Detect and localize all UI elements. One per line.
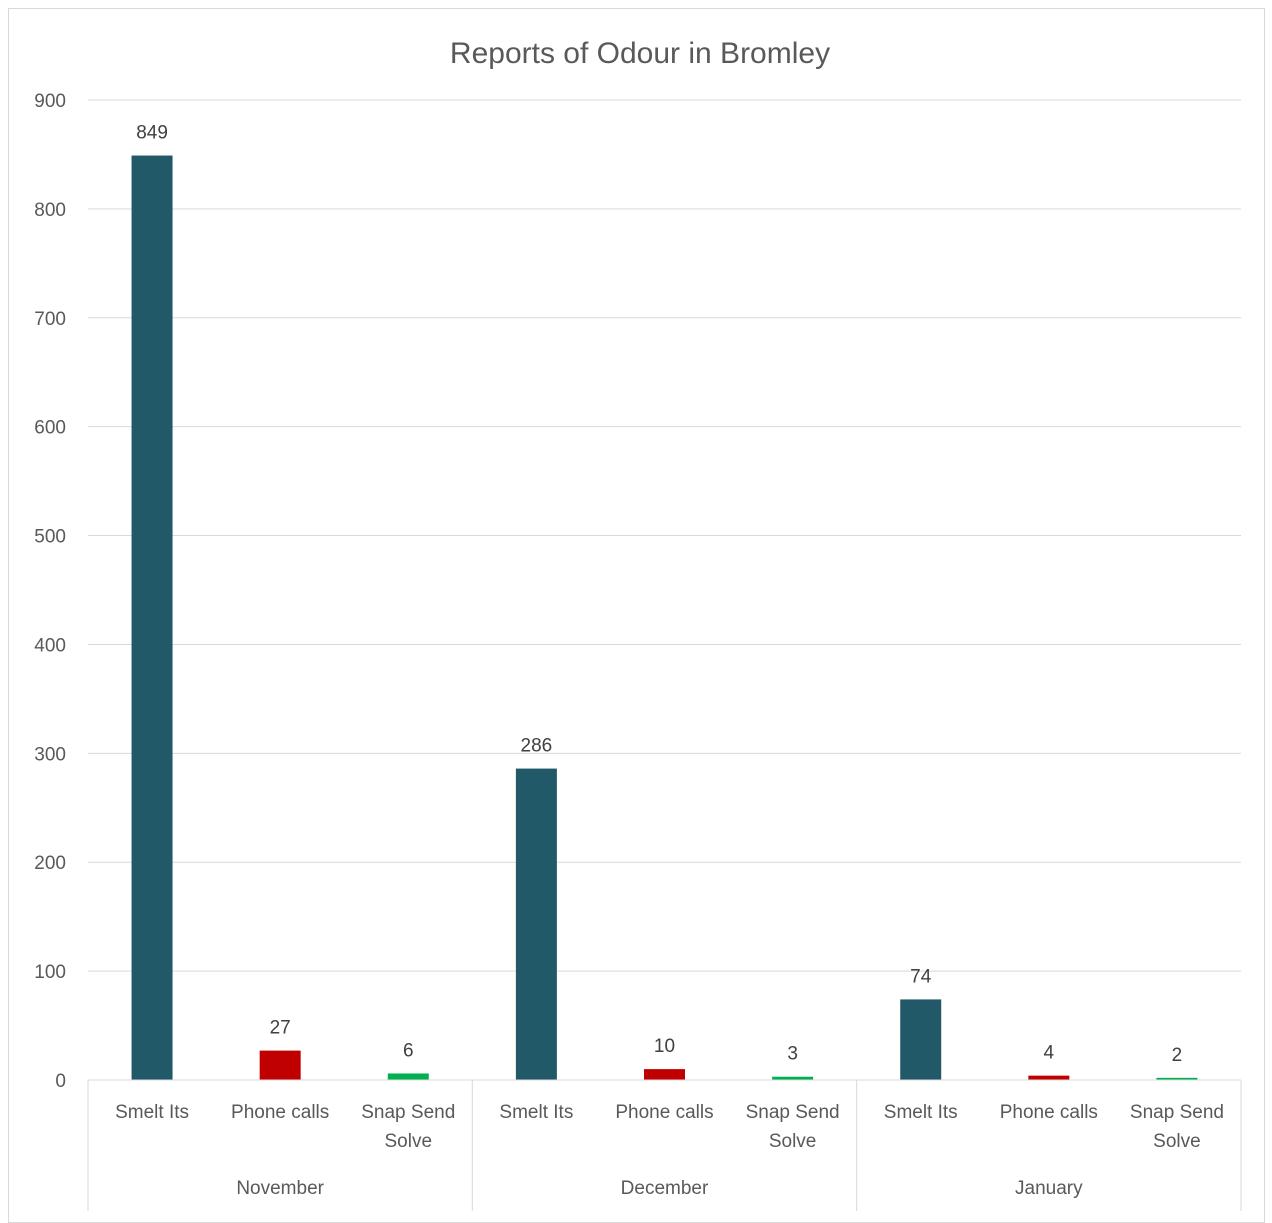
bar [644,1069,685,1080]
bar [772,1076,814,1080]
x-category-label: Smelt Its [884,1102,958,1123]
y-tick-label: 0 [55,1071,66,1092]
x-category-label: Smelt Its [115,1102,189,1123]
y-tick-label: 600 [34,418,66,439]
x-category-line: Phone calls [1000,1102,1098,1123]
data-label: 10 [654,1036,675,1057]
y-tick-label: 500 [34,527,66,548]
x-category-label: Snap Send Solve [361,1102,455,1152]
x-category-line: Snap Send [746,1102,840,1123]
data-label: 849 [136,123,168,144]
data-label: 2 [1172,1045,1183,1066]
bar [259,1050,301,1080]
x-category-line: Snap Send [1130,1102,1224,1123]
y-tick-label: 200 [34,853,66,874]
x-category-line: Phone calls [615,1102,713,1123]
data-label: 27 [270,1018,291,1039]
bar [1156,1077,1198,1080]
bar [515,768,557,1080]
chart-title: Reports of Odour in Bromley [450,37,830,70]
bar [131,155,173,1081]
y-tick-label: 300 [34,744,66,765]
x-category-line: Phone calls [231,1102,329,1123]
y-tick-label: 900 [34,91,66,112]
x-category-line: Solve [385,1131,433,1152]
x-category-line: Snap Send [361,1102,455,1123]
x-axis: Smelt Its Phone calls Snap Send Solve Novemb… [87,1079,1242,1211]
x-category-line: Smelt Its [884,1102,958,1123]
y-tick-label: 400 [34,635,66,656]
data-label: 6 [403,1040,414,1061]
bar [387,1073,429,1080]
bar [900,999,942,1080]
bar [1028,1075,1070,1080]
data-label: 3 [787,1044,798,1065]
x-group-label: November [236,1178,324,1199]
data-labels: 849 27 6 286 10 3 74 4 2 [136,123,1182,1066]
data-label: 74 [910,966,932,987]
y-tick-label: 100 [34,962,66,983]
x-category-label: Phone calls [231,1102,329,1123]
x-category-line: Smelt Its [115,1102,189,1123]
x-category-line: Solve [769,1131,817,1152]
x-category-label: Snap Send Solve [1130,1102,1224,1152]
data-label: 286 [521,736,553,757]
gridlines [88,99,1241,972]
bars [131,155,1198,1081]
y-axis-ticks: 0 100 200 300 400 500 600 700 800 900 [34,91,66,1092]
x-category-line: Smelt Its [499,1102,573,1123]
x-category-label: Phone calls [1000,1102,1098,1123]
x-category-label: Smelt Its [499,1102,573,1123]
y-tick-label: 800 [34,200,66,221]
x-category-label: Phone calls [615,1102,713,1123]
data-label: 4 [1044,1043,1055,1064]
x-group-label: January [1015,1178,1083,1199]
x-category-label: Snap Send Solve [746,1102,840,1152]
y-tick-label: 700 [34,309,66,330]
chart-area [8,8,1265,1223]
x-category-line: Solve [1153,1131,1201,1152]
x-group-label: December [621,1178,709,1199]
